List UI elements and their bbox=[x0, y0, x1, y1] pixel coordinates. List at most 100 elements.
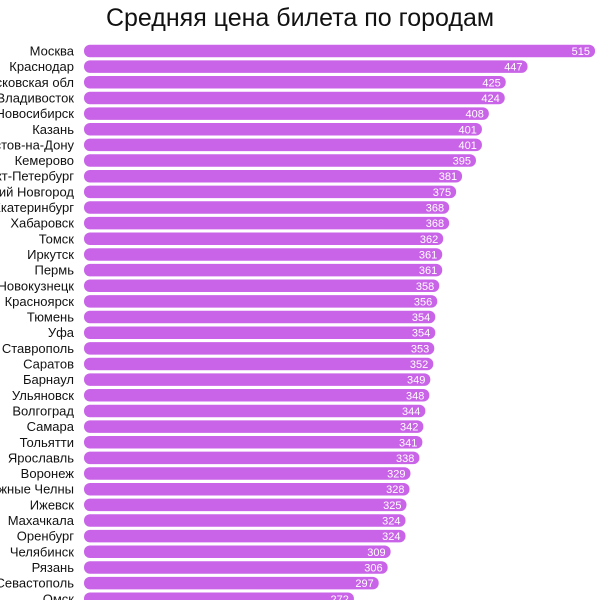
bar bbox=[84, 154, 476, 167]
value-label: 361 bbox=[419, 249, 437, 261]
bar bbox=[84, 498, 407, 512]
category-label: Махачкала bbox=[8, 513, 75, 528]
bar bbox=[84, 248, 443, 261]
bar bbox=[84, 342, 435, 355]
bar bbox=[84, 420, 424, 433]
labels-layer: 515 Москва 447 Краснодар 425 Московская обл 42… bbox=[0, 44, 590, 600]
bar bbox=[84, 389, 430, 402]
category-label: Кемерово bbox=[15, 153, 74, 168]
value-label: 354 bbox=[412, 328, 430, 340]
category-label: Самара bbox=[27, 419, 75, 434]
bar bbox=[84, 592, 354, 600]
bar bbox=[84, 436, 423, 449]
value-label: 348 bbox=[406, 390, 424, 402]
category-label: Ижевск bbox=[30, 497, 75, 512]
category-label: Хабаровск bbox=[10, 216, 74, 231]
bar bbox=[84, 295, 438, 308]
category-label: Красноярск bbox=[5, 294, 75, 309]
value-label: 358 bbox=[416, 281, 434, 293]
bar bbox=[84, 60, 528, 73]
category-label: Нижний Новгород bbox=[0, 184, 74, 199]
category-label: Барнаул bbox=[23, 372, 74, 387]
bar bbox=[84, 326, 436, 339]
category-label: Набережные Челны bbox=[0, 482, 74, 497]
category-label: Тольятти bbox=[20, 435, 74, 450]
value-label: 362 bbox=[420, 234, 438, 246]
bar bbox=[84, 279, 440, 292]
value-label: 408 bbox=[466, 109, 484, 121]
bar bbox=[84, 404, 426, 418]
bar bbox=[84, 451, 420, 465]
category-label: Саратов bbox=[23, 357, 74, 372]
category-label: Оренбург bbox=[17, 529, 74, 544]
category-label: Волгоград bbox=[12, 403, 74, 418]
value-label: 368 bbox=[426, 218, 444, 230]
value-label: 375 bbox=[433, 187, 451, 199]
category-label: Краснодар bbox=[9, 59, 74, 74]
bar bbox=[84, 44, 596, 58]
category-label: Рязань bbox=[32, 560, 75, 575]
value-label: 349 bbox=[407, 375, 425, 387]
value-label: 395 bbox=[453, 156, 471, 168]
category-label: Новосибирск bbox=[0, 106, 74, 121]
value-label: 401 bbox=[459, 124, 477, 136]
value-label: 361 bbox=[419, 265, 437, 277]
value-label: 447 bbox=[504, 62, 522, 74]
value-label: 424 bbox=[481, 93, 499, 105]
bar bbox=[84, 357, 434, 371]
bar bbox=[84, 310, 436, 324]
bar bbox=[84, 138, 482, 152]
bar bbox=[84, 76, 506, 89]
bar bbox=[84, 232, 444, 246]
bar bbox=[84, 373, 431, 386]
value-label: 341 bbox=[399, 437, 417, 449]
bar bbox=[84, 514, 406, 527]
category-label: Екатеринбург bbox=[0, 200, 74, 215]
category-label: Воронеж bbox=[21, 466, 75, 481]
value-label: 324 bbox=[382, 516, 400, 528]
category-label: Новокузнецк bbox=[0, 278, 74, 293]
value-label: 344 bbox=[402, 406, 420, 418]
bar bbox=[84, 545, 391, 559]
value-label: 353 bbox=[411, 343, 429, 355]
bars-layer bbox=[84, 44, 596, 600]
category-label: Пермь bbox=[34, 263, 74, 278]
category-label: Томск bbox=[39, 231, 75, 246]
category-label: Казань bbox=[32, 122, 74, 137]
category-label: Ярославль bbox=[8, 450, 74, 465]
category-label: Ульяновск bbox=[12, 388, 74, 403]
category-label: Омск bbox=[43, 591, 75, 600]
value-label: 368 bbox=[426, 203, 444, 215]
value-label: 401 bbox=[459, 140, 477, 152]
value-label: 352 bbox=[410, 359, 428, 371]
category-label: Севастополь bbox=[0, 576, 74, 591]
bar bbox=[84, 91, 505, 105]
category-label: Санкт-Петербург bbox=[0, 169, 74, 184]
bar bbox=[84, 107, 489, 120]
bar bbox=[84, 185, 457, 199]
bar bbox=[84, 201, 450, 214]
value-label: 328 bbox=[386, 484, 404, 496]
value-label: 338 bbox=[396, 453, 414, 465]
value-label: 356 bbox=[414, 296, 432, 308]
category-label: Уфа bbox=[48, 325, 75, 340]
bar bbox=[84, 576, 379, 590]
chart-title: Средняя цена билета по городам bbox=[105, 4, 495, 32]
value-label: 515 bbox=[572, 46, 590, 58]
category-label: Иркутск bbox=[27, 247, 74, 262]
value-label: 309 bbox=[367, 547, 385, 559]
value-label: 425 bbox=[482, 77, 500, 89]
value-label: 354 bbox=[412, 312, 430, 324]
category-label: Тюмень bbox=[27, 310, 74, 325]
value-label: 297 bbox=[355, 578, 373, 590]
value-label: 342 bbox=[400, 422, 418, 434]
value-label: 329 bbox=[387, 469, 405, 481]
value-label: 306 bbox=[364, 562, 382, 574]
value-label: 325 bbox=[383, 500, 401, 512]
category-label: Ростов-на-Дону bbox=[0, 137, 74, 152]
bar bbox=[84, 561, 388, 574]
category-label: Ставрополь bbox=[2, 341, 74, 356]
bar bbox=[84, 169, 463, 183]
bar bbox=[84, 263, 443, 277]
